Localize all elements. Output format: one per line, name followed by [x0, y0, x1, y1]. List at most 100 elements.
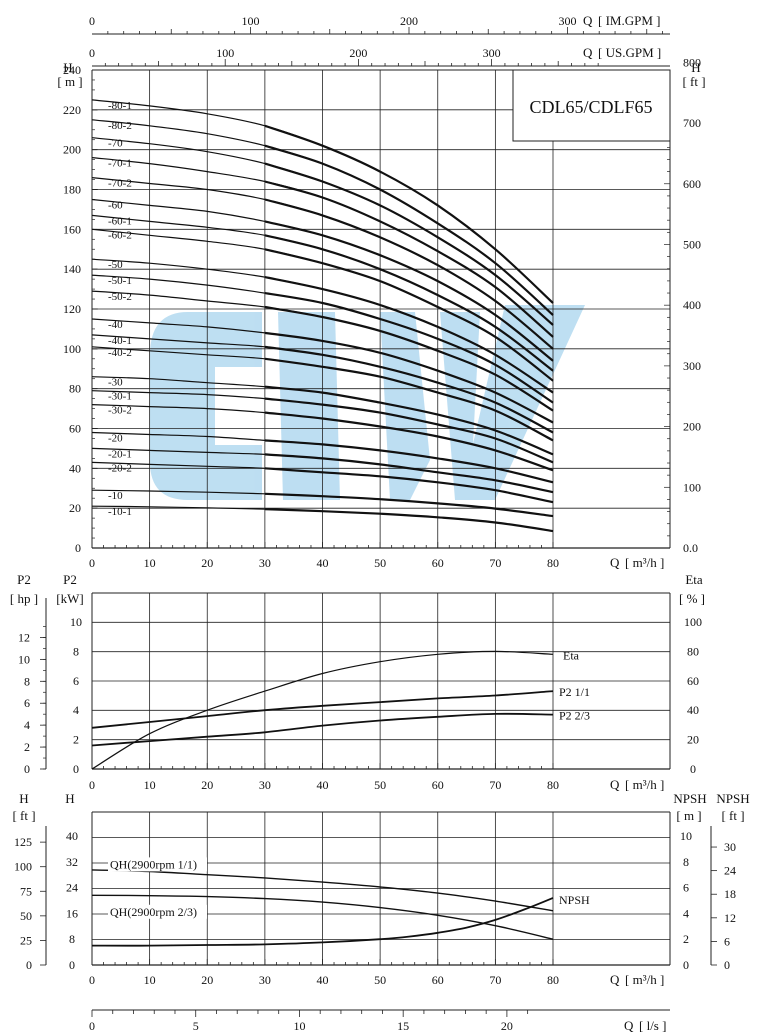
main-x-tick-label: 40	[317, 556, 329, 570]
head-curve-bold	[264, 144, 554, 316]
curve-label: -40-2	[108, 347, 132, 359]
im-gpm-axis-label: Q	[583, 13, 593, 28]
curve-label: -70-1	[108, 158, 132, 170]
npsh-x-tick-label: 0	[89, 973, 95, 987]
main-y-tick-label: 200	[63, 143, 81, 157]
npsh-h-tick-label: 16	[66, 906, 78, 920]
main-y-tick-label: 20	[69, 501, 81, 515]
head-curve-bold	[264, 180, 554, 338]
npsh-curve	[91, 894, 554, 940]
curve-label: -50-1	[108, 275, 132, 287]
im-gpm-tick-label: 300	[559, 14, 577, 28]
npsh-ft-right-tick-label: 6	[724, 934, 730, 948]
npsh-curve	[91, 869, 554, 912]
curve-label: -60-2	[108, 229, 132, 241]
power-curve-label: Eta	[563, 648, 580, 662]
power-x-tick-label: 0	[89, 778, 95, 792]
power-curve	[91, 650, 554, 770]
ls-axis-label: Q	[624, 1018, 634, 1033]
npsh-ft-tick-label: 125	[14, 835, 32, 849]
power-x-tick-label: 30	[259, 778, 271, 792]
power-kw-tick-label: 8	[73, 644, 79, 658]
curve-label: -30-1	[108, 391, 132, 403]
power-hp-tick-label: 4	[24, 718, 30, 732]
curve-label: -30-2	[108, 405, 132, 417]
npsh-h-tick-label: 32	[66, 855, 78, 869]
power-hp-tick-label: 2	[24, 740, 30, 754]
npsh-ft-tick-label: 0	[26, 958, 32, 972]
npsh-h-tick-label: 8	[69, 932, 75, 946]
power-x-tick-label: 40	[317, 778, 329, 792]
head-curve-bold	[264, 453, 554, 494]
npsh-ft-axis-name: NPSH	[716, 791, 749, 806]
head-curve-bold	[264, 439, 554, 484]
npsh-x-axis-label: Q	[610, 972, 620, 987]
npsh-ft-right-tick-label: 24	[724, 864, 736, 878]
power-eta-tick-label: 40	[687, 703, 699, 717]
npsh-m-axis-name: NPSH	[673, 791, 706, 806]
main-x-tick-label: 0	[89, 556, 95, 570]
im-gpm-axis-unit: [ IM.GPM ]	[598, 13, 660, 28]
npsh-curve-label: NPSH	[559, 893, 590, 907]
head-curve-bold	[264, 292, 554, 404]
ls-tick-label: 5	[193, 1019, 199, 1033]
npsh-m-tick-label: 0	[683, 958, 689, 972]
main-y-axis-name: H	[63, 60, 72, 75]
curve-label: -10-1	[108, 506, 132, 518]
power-x-tick-label: 60	[432, 778, 444, 792]
npsh-panel: 0816243240024681002550751001250612182430…	[12, 791, 749, 987]
head-curve-bold	[264, 345, 554, 434]
head-curve-bold	[264, 198, 554, 350]
power-curve-label: P2 1/1	[559, 685, 590, 699]
npsh-x-tick-label: 50	[374, 973, 386, 987]
power-x-tick-label: 50	[374, 778, 386, 792]
curve-label: -30	[108, 377, 123, 389]
main-y-tick-label: 160	[63, 222, 81, 236]
main-y2-tick-label: 100	[683, 480, 701, 494]
power-eta-tick-label: 0	[690, 762, 696, 776]
head-curve-bold	[264, 234, 554, 372]
curve-label: -50	[108, 259, 123, 271]
power-curve-label: P2 2/3	[559, 709, 590, 723]
curve-label: -60	[108, 199, 123, 211]
head-curve-bold	[264, 397, 554, 464]
npsh-x-tick-label: 40	[317, 973, 329, 987]
power-kw-tick-label: 2	[73, 733, 79, 747]
npsh-h-axis-name: H	[65, 791, 74, 806]
power-eta-axis-unit: [ % ]	[679, 591, 705, 606]
main-x-tick-label: 80	[547, 556, 559, 570]
head-curve-bold	[264, 276, 554, 394]
im-gpm-tick-label: 0	[89, 14, 95, 28]
power-x-tick-label: 80	[547, 778, 559, 792]
npsh-x-tick-label: 10	[144, 973, 156, 987]
npsh-label-bg	[108, 904, 207, 919]
main-y-tick-label: 0	[75, 541, 81, 555]
power-eta-axis-name: Eta	[685, 572, 703, 587]
power-hp-tick-label: 10	[18, 652, 30, 666]
head-curves-panel: 0204060801001201401601802002202400.01002…	[57, 55, 705, 570]
npsh-x-axis-unit: [ m³/h ]	[625, 972, 664, 987]
top-axes: 0 100 200 300 Q [ IM.GPM ] 0 100 200 300 Q [ US.GPM…	[89, 13, 670, 67]
npsh-m-tick-label: 4	[683, 906, 689, 920]
curve-label: -20-2	[108, 462, 132, 474]
im-gpm-tick-label: 200	[400, 14, 418, 28]
npsh-ft-tick-label: 50	[20, 909, 32, 923]
main-y2-tick-label: 400	[683, 298, 701, 312]
npsh-ft-right-tick-label: 18	[724, 887, 736, 901]
im-gpm-tick-label: 100	[242, 14, 260, 28]
us-gpm-tick-label: 0	[89, 46, 95, 60]
npsh-ft-right-tick-label: 30	[724, 840, 736, 854]
main-x-tick-label: 60	[432, 556, 444, 570]
head-curve-bold	[264, 492, 554, 518]
ls-axis-unit: [ l/s ]	[639, 1018, 666, 1033]
power-x-axis-unit: [ m³/h ]	[625, 777, 664, 792]
npsh-hft-axis-name: H	[19, 791, 28, 806]
npsh-x-tick-label: 30	[259, 973, 271, 987]
main-y-tick-label: 40	[69, 461, 81, 475]
main-y2-tick-label: 200	[683, 420, 701, 434]
power-eta-tick-label: 60	[687, 674, 699, 688]
main-y2-tick-label: 700	[683, 116, 701, 130]
head-curve-bold	[264, 385, 554, 456]
